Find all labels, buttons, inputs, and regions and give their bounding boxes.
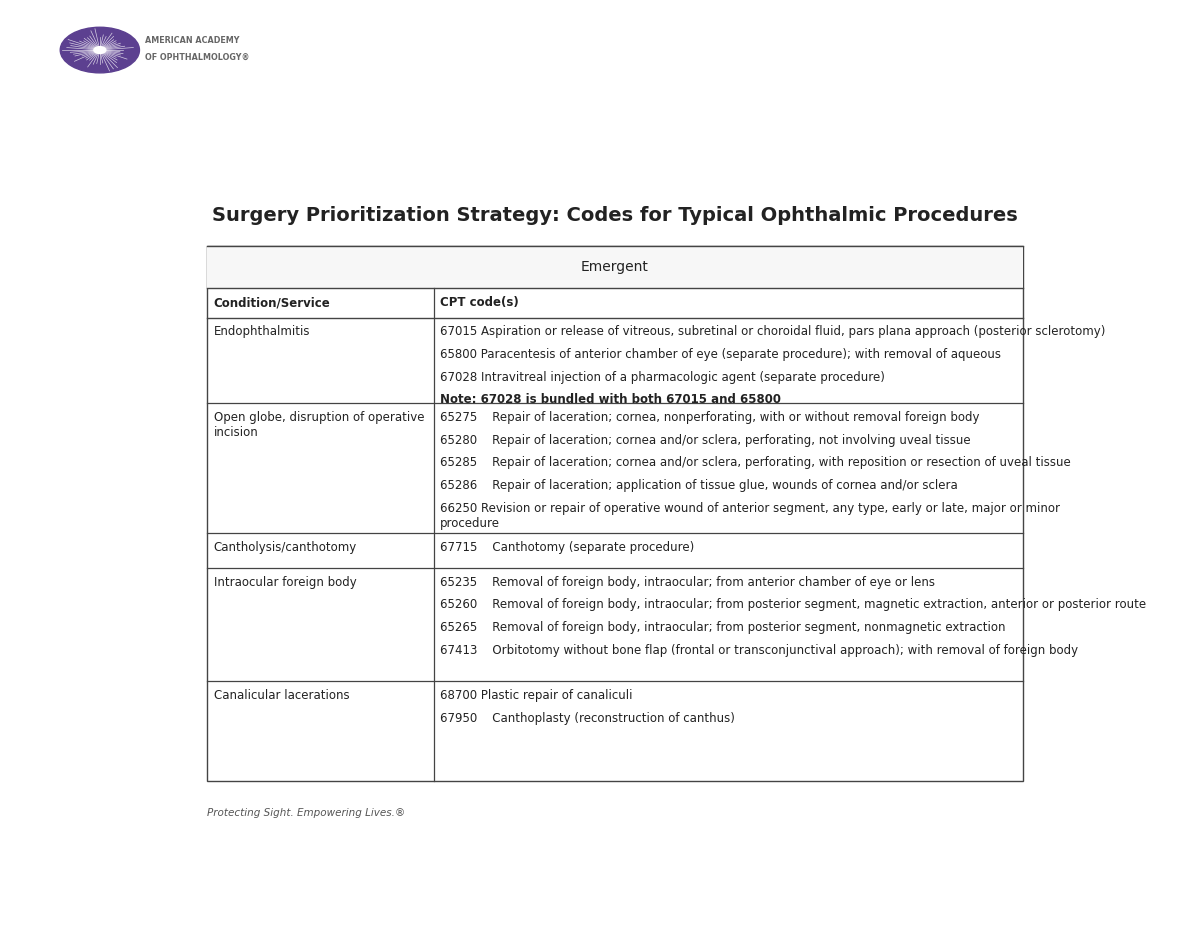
Text: 65265    Removal of foreign body, intraocular; from posterior segment, nonmagnet: 65265 Removal of foreign body, intraocul… bbox=[440, 621, 1006, 634]
Text: AMERICAN ACADEMY: AMERICAN ACADEMY bbox=[145, 35, 239, 44]
Bar bbox=[208, 246, 1022, 288]
Text: 65800 Paracentesis of anterior chamber of eye (separate procedure); with removal: 65800 Paracentesis of anterior chamber o… bbox=[440, 348, 1001, 361]
Text: Intraocular foreign body: Intraocular foreign body bbox=[214, 576, 356, 589]
Text: Canalicular lacerations: Canalicular lacerations bbox=[214, 689, 349, 702]
Text: Note: 67028 is bundled with both 67015 and 65800: Note: 67028 is bundled with both 67015 a… bbox=[440, 393, 781, 406]
Text: CPT code(s): CPT code(s) bbox=[440, 297, 518, 310]
Text: Surgery Prioritization Strategy: Codes for Typical Ophthalmic Procedures: Surgery Prioritization Strategy: Codes f… bbox=[212, 206, 1018, 224]
Text: 65285    Repair of laceration; cornea and/or sclera, perforating, with repositio: 65285 Repair of laceration; cornea and/o… bbox=[440, 456, 1070, 469]
Text: Emergent: Emergent bbox=[581, 260, 649, 274]
Circle shape bbox=[60, 27, 139, 73]
Bar bbox=[208, 246, 1022, 781]
Text: 65280    Repair of laceration; cornea and/or sclera, perforating, not involving : 65280 Repair of laceration; cornea and/o… bbox=[440, 434, 971, 447]
Text: OF OPHTHALMOLOGY®: OF OPHTHALMOLOGY® bbox=[145, 53, 250, 61]
Text: 67413    Orbitotomy without bone flap (frontal or transconjunctival approach); w: 67413 Orbitotomy without bone flap (fron… bbox=[440, 643, 1079, 656]
Text: 67015 Aspiration or release of vitreous, subretinal or choroidal fluid, pars pla: 67015 Aspiration or release of vitreous,… bbox=[440, 325, 1105, 338]
Text: 67028 Intravitreal injection of a pharmacologic agent (separate procedure): 67028 Intravitreal injection of a pharma… bbox=[440, 371, 886, 384]
Text: 65235    Removal of foreign body, intraocular; from anterior chamber of eye or l: 65235 Removal of foreign body, intraocul… bbox=[440, 576, 935, 589]
Text: 65275    Repair of laceration; cornea, nonperforating, with or without removal f: 65275 Repair of laceration; cornea, nonp… bbox=[440, 411, 979, 424]
Text: 66250 Revision or repair of operative wound of anterior segment, any type, early: 66250 Revision or repair of operative wo… bbox=[440, 502, 1061, 530]
Text: Protecting Sight. Empowering Lives.®: Protecting Sight. Empowering Lives.® bbox=[208, 808, 406, 819]
Text: 65260    Removal of foreign body, intraocular; from posterior segment, magnetic : 65260 Removal of foreign body, intraocul… bbox=[440, 598, 1146, 611]
Text: Endophthalmitis: Endophthalmitis bbox=[214, 325, 310, 338]
Text: 65286    Repair of laceration; application of tissue glue, wounds of cornea and/: 65286 Repair of laceration; application … bbox=[440, 479, 958, 492]
Text: Cantholysis/canthotomy: Cantholysis/canthotomy bbox=[214, 540, 356, 553]
Text: 67715    Canthotomy (separate procedure): 67715 Canthotomy (separate procedure) bbox=[440, 540, 695, 553]
Text: 68700 Plastic repair of canaliculi: 68700 Plastic repair of canaliculi bbox=[440, 689, 632, 702]
Text: Open globe, disruption of operative
incision: Open globe, disruption of operative inci… bbox=[214, 411, 424, 439]
Text: Condition/Service: Condition/Service bbox=[214, 297, 330, 310]
Text: 67950    Canthoplasty (reconstruction of canthus): 67950 Canthoplasty (reconstruction of ca… bbox=[440, 712, 736, 725]
Circle shape bbox=[94, 46, 106, 54]
